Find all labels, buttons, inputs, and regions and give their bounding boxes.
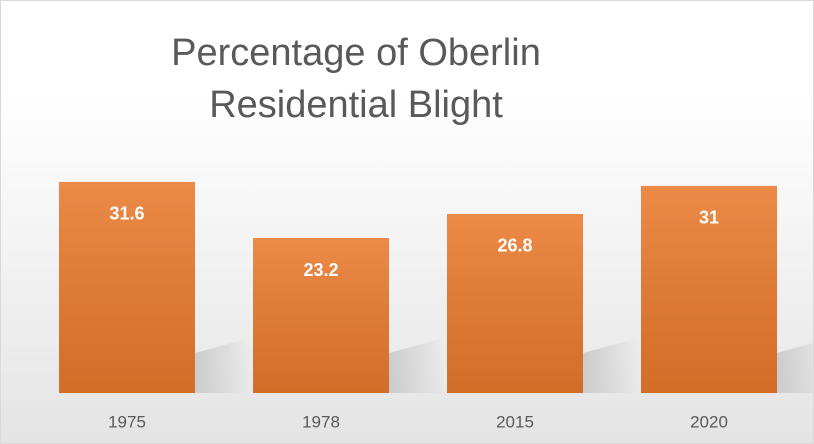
x-tick-label: 2015 xyxy=(496,412,534,431)
bar-shadow xyxy=(777,343,813,393)
bar-shadow xyxy=(195,338,250,393)
x-tick-label: 2020 xyxy=(690,412,728,431)
x-tick-label: 1978 xyxy=(302,412,340,431)
value-label: 23.2 xyxy=(303,260,338,280)
bar-shade xyxy=(59,181,195,393)
value-label: 26.8 xyxy=(497,236,532,256)
bar-shade xyxy=(253,238,389,393)
x-tick-label: 1975 xyxy=(108,412,146,431)
value-label: 31 xyxy=(699,208,719,228)
chart-title: Percentage of Oberlin Residential Blight xyxy=(171,32,541,126)
bar-shade xyxy=(447,213,583,393)
value-label: 31.6 xyxy=(109,204,144,224)
bar-shadow xyxy=(583,338,638,393)
bar-shade xyxy=(641,185,777,393)
bar-shadow xyxy=(389,338,444,393)
